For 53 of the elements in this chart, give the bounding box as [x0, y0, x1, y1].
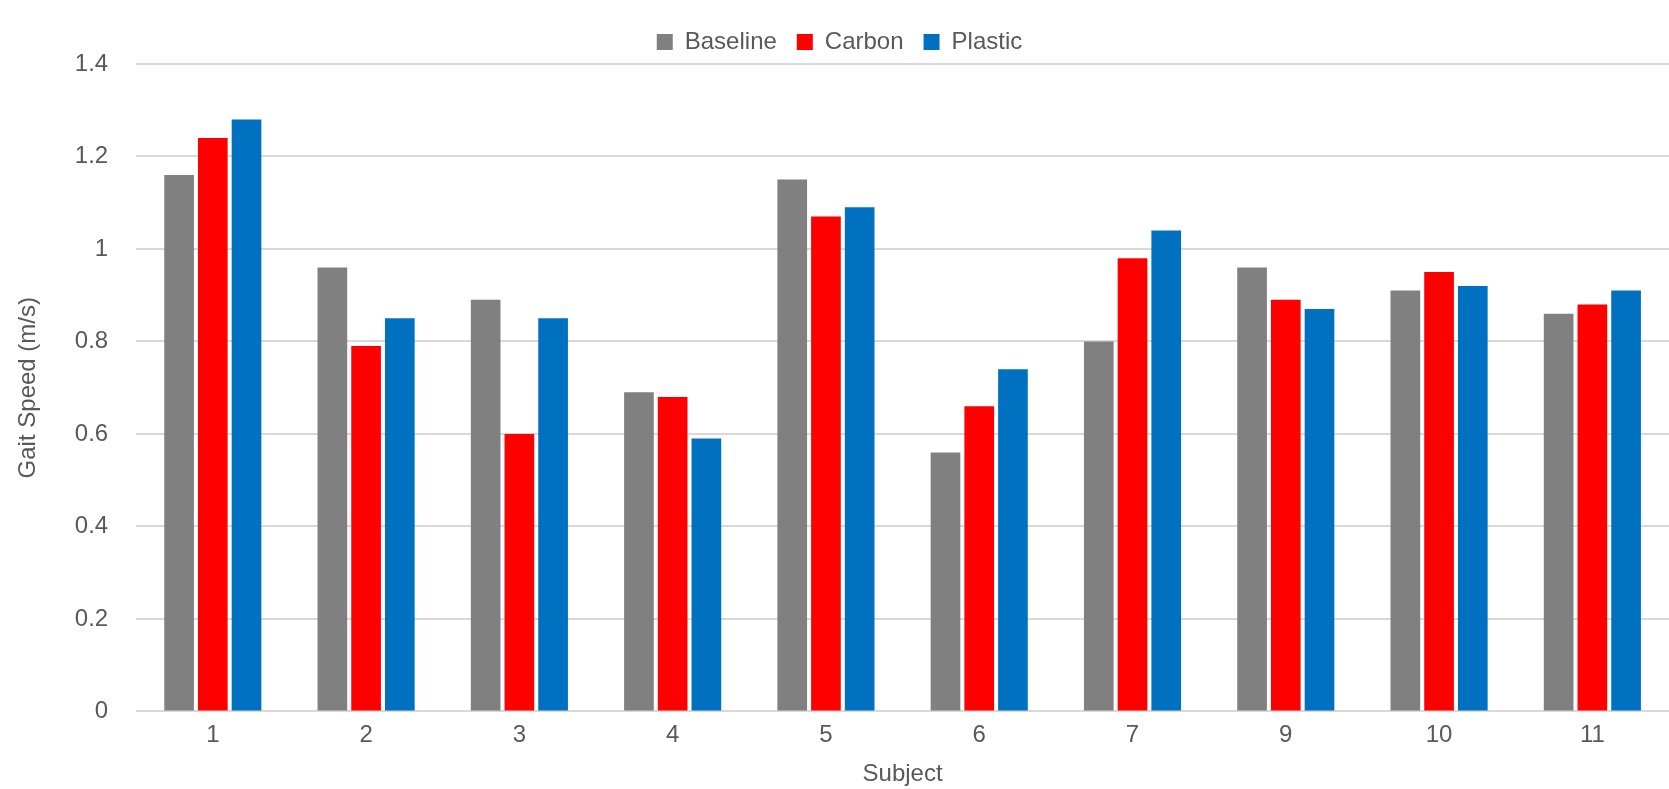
legend-label: Baseline — [684, 26, 777, 54]
x-tick-label: 10 — [1425, 720, 1453, 748]
bar — [351, 346, 381, 711]
legend-label: Carbon — [824, 26, 904, 54]
bar — [777, 179, 808, 711]
bar — [231, 119, 262, 711]
x-axis-title: Subject — [862, 759, 943, 787]
y-tick-label: 0.2 — [74, 603, 109, 631]
bar — [811, 216, 841, 711]
bar — [1151, 230, 1182, 711]
x-tick-label: 9 — [1279, 720, 1293, 748]
y-tick-label: 0.4 — [74, 511, 109, 539]
y-tick-label: 1 — [94, 233, 109, 261]
bar — [197, 137, 228, 711]
x-tick-label: 11 — [1579, 720, 1605, 748]
bar — [1390, 290, 1421, 711]
y-tick-label: 1.4 — [74, 48, 109, 76]
bar — [1457, 285, 1488, 711]
bar — [657, 396, 688, 711]
bar — [384, 318, 415, 711]
x-tick-label: 5 — [819, 720, 833, 748]
bar — [1270, 299, 1301, 711]
x-tick-label: 7 — [1125, 720, 1140, 748]
bar — [317, 267, 348, 711]
legend-label: Plastic — [951, 26, 1023, 54]
bar — [964, 406, 995, 711]
bar — [504, 433, 535, 711]
bar — [691, 438, 722, 711]
bar — [624, 392, 654, 711]
bar — [1083, 341, 1114, 711]
y-axis-title: Gait Speed (m/s) — [13, 297, 41, 479]
bar — [844, 207, 875, 711]
bar — [1237, 267, 1267, 711]
bar — [1543, 313, 1574, 711]
bar — [1424, 272, 1454, 711]
y-tick-label: 0.6 — [74, 418, 109, 446]
bar — [1304, 309, 1335, 711]
x-tick-label: 4 — [665, 720, 680, 748]
y-tick-label: 0 — [94, 696, 109, 724]
bar — [1611, 290, 1641, 711]
bar — [538, 318, 568, 711]
x-tick-label: 2 — [359, 720, 373, 748]
y-tick-label: 0.8 — [74, 326, 109, 354]
bar — [164, 174, 194, 711]
bar — [998, 369, 1028, 711]
bar — [1117, 258, 1148, 711]
x-tick-label: 1 — [206, 720, 220, 748]
bar — [1577, 304, 1608, 711]
x-tick-label: 6 — [972, 720, 986, 748]
bar — [470, 299, 501, 711]
y-tick-label: 1.2 — [74, 141, 109, 169]
x-tick-label: 3 — [512, 720, 527, 748]
bar — [930, 452, 961, 711]
